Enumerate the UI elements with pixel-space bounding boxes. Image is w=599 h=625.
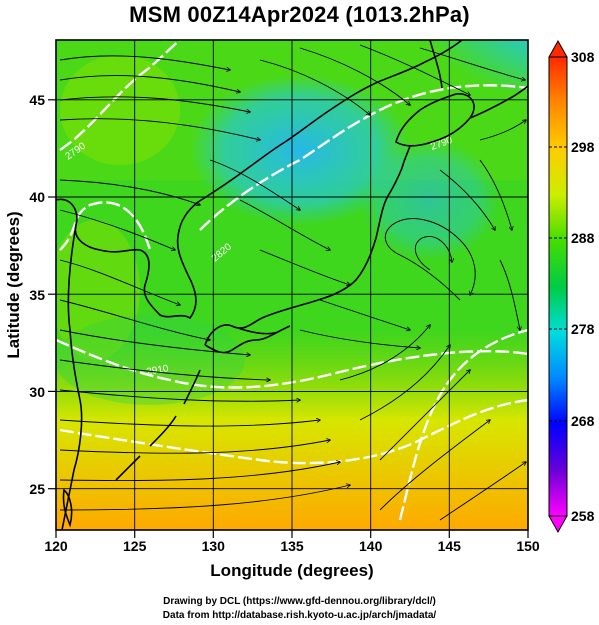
colorbar-top-arrow [548,39,568,58]
y-tick-label: 40 [29,189,45,205]
colorbar-scale [548,56,568,517]
x-axis-title: Longitude (degrees) [210,561,373,580]
contour-label-4: 2910 [146,363,170,378]
wind-streamlines [59,44,526,521]
x-tick-label: 150 [516,538,540,554]
x-tick-label: 120 [44,538,68,554]
colorbar-tick-label: 288 [571,230,595,246]
map-title: MSM 00Z14Apr2024 (1013.2hPa) [129,2,470,27]
y-tick-label: 30 [29,384,45,400]
colorbar-tick-label: 268 [571,413,595,429]
x-tick-labels: 120 125 130 135 140 145 150 [44,538,540,554]
x-tick-label: 140 [359,538,383,554]
colorbar: 308 298 288 278 268 258 [548,39,595,534]
x-tick-label: 125 [123,538,147,554]
colorbar-tick-label: 258 [571,508,595,524]
credit-drawing: Drawing by DCL (https://www.gfd-dennou.o… [163,596,436,607]
axis-ticks [48,99,529,538]
x-tick-label: 145 [438,538,462,554]
y-axis-title: Latitude (degrees) [4,211,23,358]
grid-lines [56,40,528,530]
colorbar-tick-label: 308 [571,49,595,65]
x-tick-label: 135 [280,538,304,554]
colorbar-tick-label: 298 [571,139,595,155]
x-tick-label: 130 [202,538,226,554]
temperature-field [56,40,528,530]
y-tick-label: 25 [29,481,45,497]
y-tick-labels: 25 30 35 40 45 [29,92,45,497]
colorbar-bottom-arrow [548,515,568,534]
credit-data: Data from http://database.rish.kyoto-u.a… [162,610,437,621]
y-tick-label: 45 [29,92,45,108]
colorbar-tick-label: 278 [571,321,595,337]
y-tick-label: 35 [29,287,45,303]
